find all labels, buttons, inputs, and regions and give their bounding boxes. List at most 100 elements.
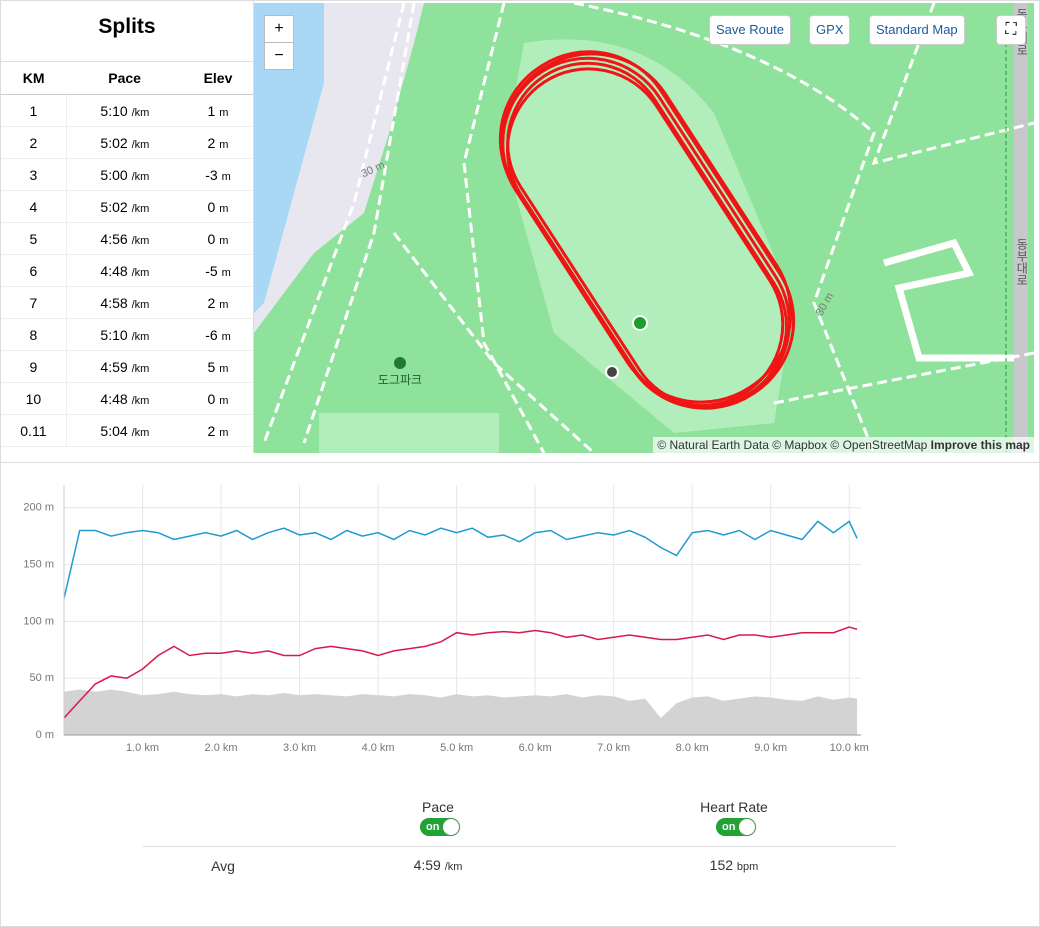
value: 152 [709,857,734,873]
map-style-button[interactable]: Standard Map [869,15,965,45]
split-row: 0.11 5:04 /km 2 m [1,414,253,447]
unit: /km [131,266,150,279]
value: -6 [205,326,218,343]
map-label: 도그파크 [378,373,422,387]
pace: 5:10 /km [66,94,183,127]
splits-table: KM Pace Elev 1 5:10 /km 1 m 2 5:02 /km 2 m 3 5:00 … [1,62,253,447]
elevation-area [64,689,858,735]
value: 5:00 [100,166,128,183]
toggle-label: Pace [422,799,454,815]
pace: 5:02 /km [66,126,183,159]
zoom-out[interactable]: − [264,42,294,70]
attribution: © Natural Earth Data © Mapbox © OpenStre… [653,437,1034,453]
value: 5:04 [100,422,128,439]
pace: 4:56 /km [66,222,183,255]
save-route-button[interactable]: Save Route [709,15,791,45]
unit: /km [131,426,150,439]
pace: 4:48 /km [66,382,183,415]
value: 0 [207,390,216,407]
y-tick-label: 0 m [36,729,54,741]
series-line [63,626,858,719]
column-header: KM [1,62,67,95]
km: 6 [1,254,67,287]
km: 0.11 [1,414,67,447]
value: 2 [207,134,216,151]
km: 3 [1,158,67,191]
avg-label: Avg [211,858,235,874]
gpx-button[interactable]: GPX [809,15,851,45]
unit: /km [131,170,150,183]
map[interactable]: 30 m 30 m 도그파크 동부대로 동부대로 + − Save Route … [254,3,1034,453]
unit: m [221,170,231,183]
improve-link[interactable]: Improve this map [930,438,1030,452]
split-row: 7 4:58 /km 2 m [1,286,253,319]
km: 1 [1,94,67,127]
x-tick-label: 1.0 km [126,742,159,754]
elev: 0 m [182,222,253,255]
x-tick-label: 8.0 km [676,742,709,754]
value: 5:10 [100,326,128,343]
pace: 4:59 /km [66,350,183,383]
x-tick-label: 2.0 km [205,742,238,754]
x-tick-label: 10.0 km [830,742,869,754]
unit: m [219,362,229,375]
elev: 2 m [182,286,253,319]
value: 5:10 [100,102,128,119]
unit: m [221,330,231,343]
zoom-in[interactable]: + [264,15,294,43]
y-tick-label: 200 m [23,502,54,514]
split-row: 1 5:10 /km 1 m [1,94,253,127]
toggle-label: Heart Rate [700,799,768,815]
value: 1 [207,102,216,119]
unit: /km [131,394,150,407]
unit: m [219,234,229,247]
elev: 0 m [182,190,253,223]
value: 4:59 [413,857,441,873]
value: 2 [207,422,216,439]
unit: /km [131,106,150,119]
divider[interactable] [1,462,1039,463]
x-tick-label: 5.0 km [440,742,473,754]
x-tick-label: 7.0 km [597,742,630,754]
pace: 5:04 /km [66,414,183,447]
pace: 5:10 /km [66,318,183,351]
value: 5 [207,358,216,375]
split-row: 10 4:48 /km 0 m [1,382,253,415]
avg-hr: 152 bpm [710,857,759,873]
y-tick-label: 150 m [23,558,54,570]
chart: 0 m 50 m 100 m 150 m 200 m 1.0 km 2.0 km 3.0 km… [23,485,869,754]
unit: /km [131,138,150,151]
fullscreen-button[interactable]: ⛶ [996,15,1026,45]
value: 2 [207,294,216,311]
split-row: 9 4:59 /km 5 m [1,350,253,383]
pace: 5:00 /km [66,158,183,191]
km: 8 [1,318,67,351]
unit: /km [131,330,150,343]
value: 4:48 [100,262,128,279]
pace: 4:48 /km [66,254,183,287]
x-tick-label: 6.0 km [519,742,552,754]
km: 5 [1,222,67,255]
toggle[interactable]: on [420,818,460,836]
km: 4 [1,190,67,223]
value: 4:48 [100,390,128,407]
value: -3 [205,166,218,183]
elev: 2 m [182,414,253,447]
split-row: 6 4:48 /km -5 m [1,254,253,287]
elev: -5 m [182,254,253,287]
elev: 5 m [182,350,253,383]
toggle[interactable]: on [716,818,756,836]
unit: /km [444,861,463,873]
column-header: Elev [182,62,253,95]
unit: /km [131,298,150,311]
unit: m [219,106,229,119]
unit: /km [131,362,150,375]
unit: m [219,298,229,311]
value: 5:02 [100,198,128,215]
separator [143,846,896,847]
x-tick-label: 4.0 km [362,742,395,754]
value: 4:59 [100,358,128,375]
split-row: 3 5:00 /km -3 m [1,158,253,191]
splits-panel: Splits KM Pace Elev 1 5:10 /km 1 m 2 5:02 /km 2 … [1,1,254,453]
